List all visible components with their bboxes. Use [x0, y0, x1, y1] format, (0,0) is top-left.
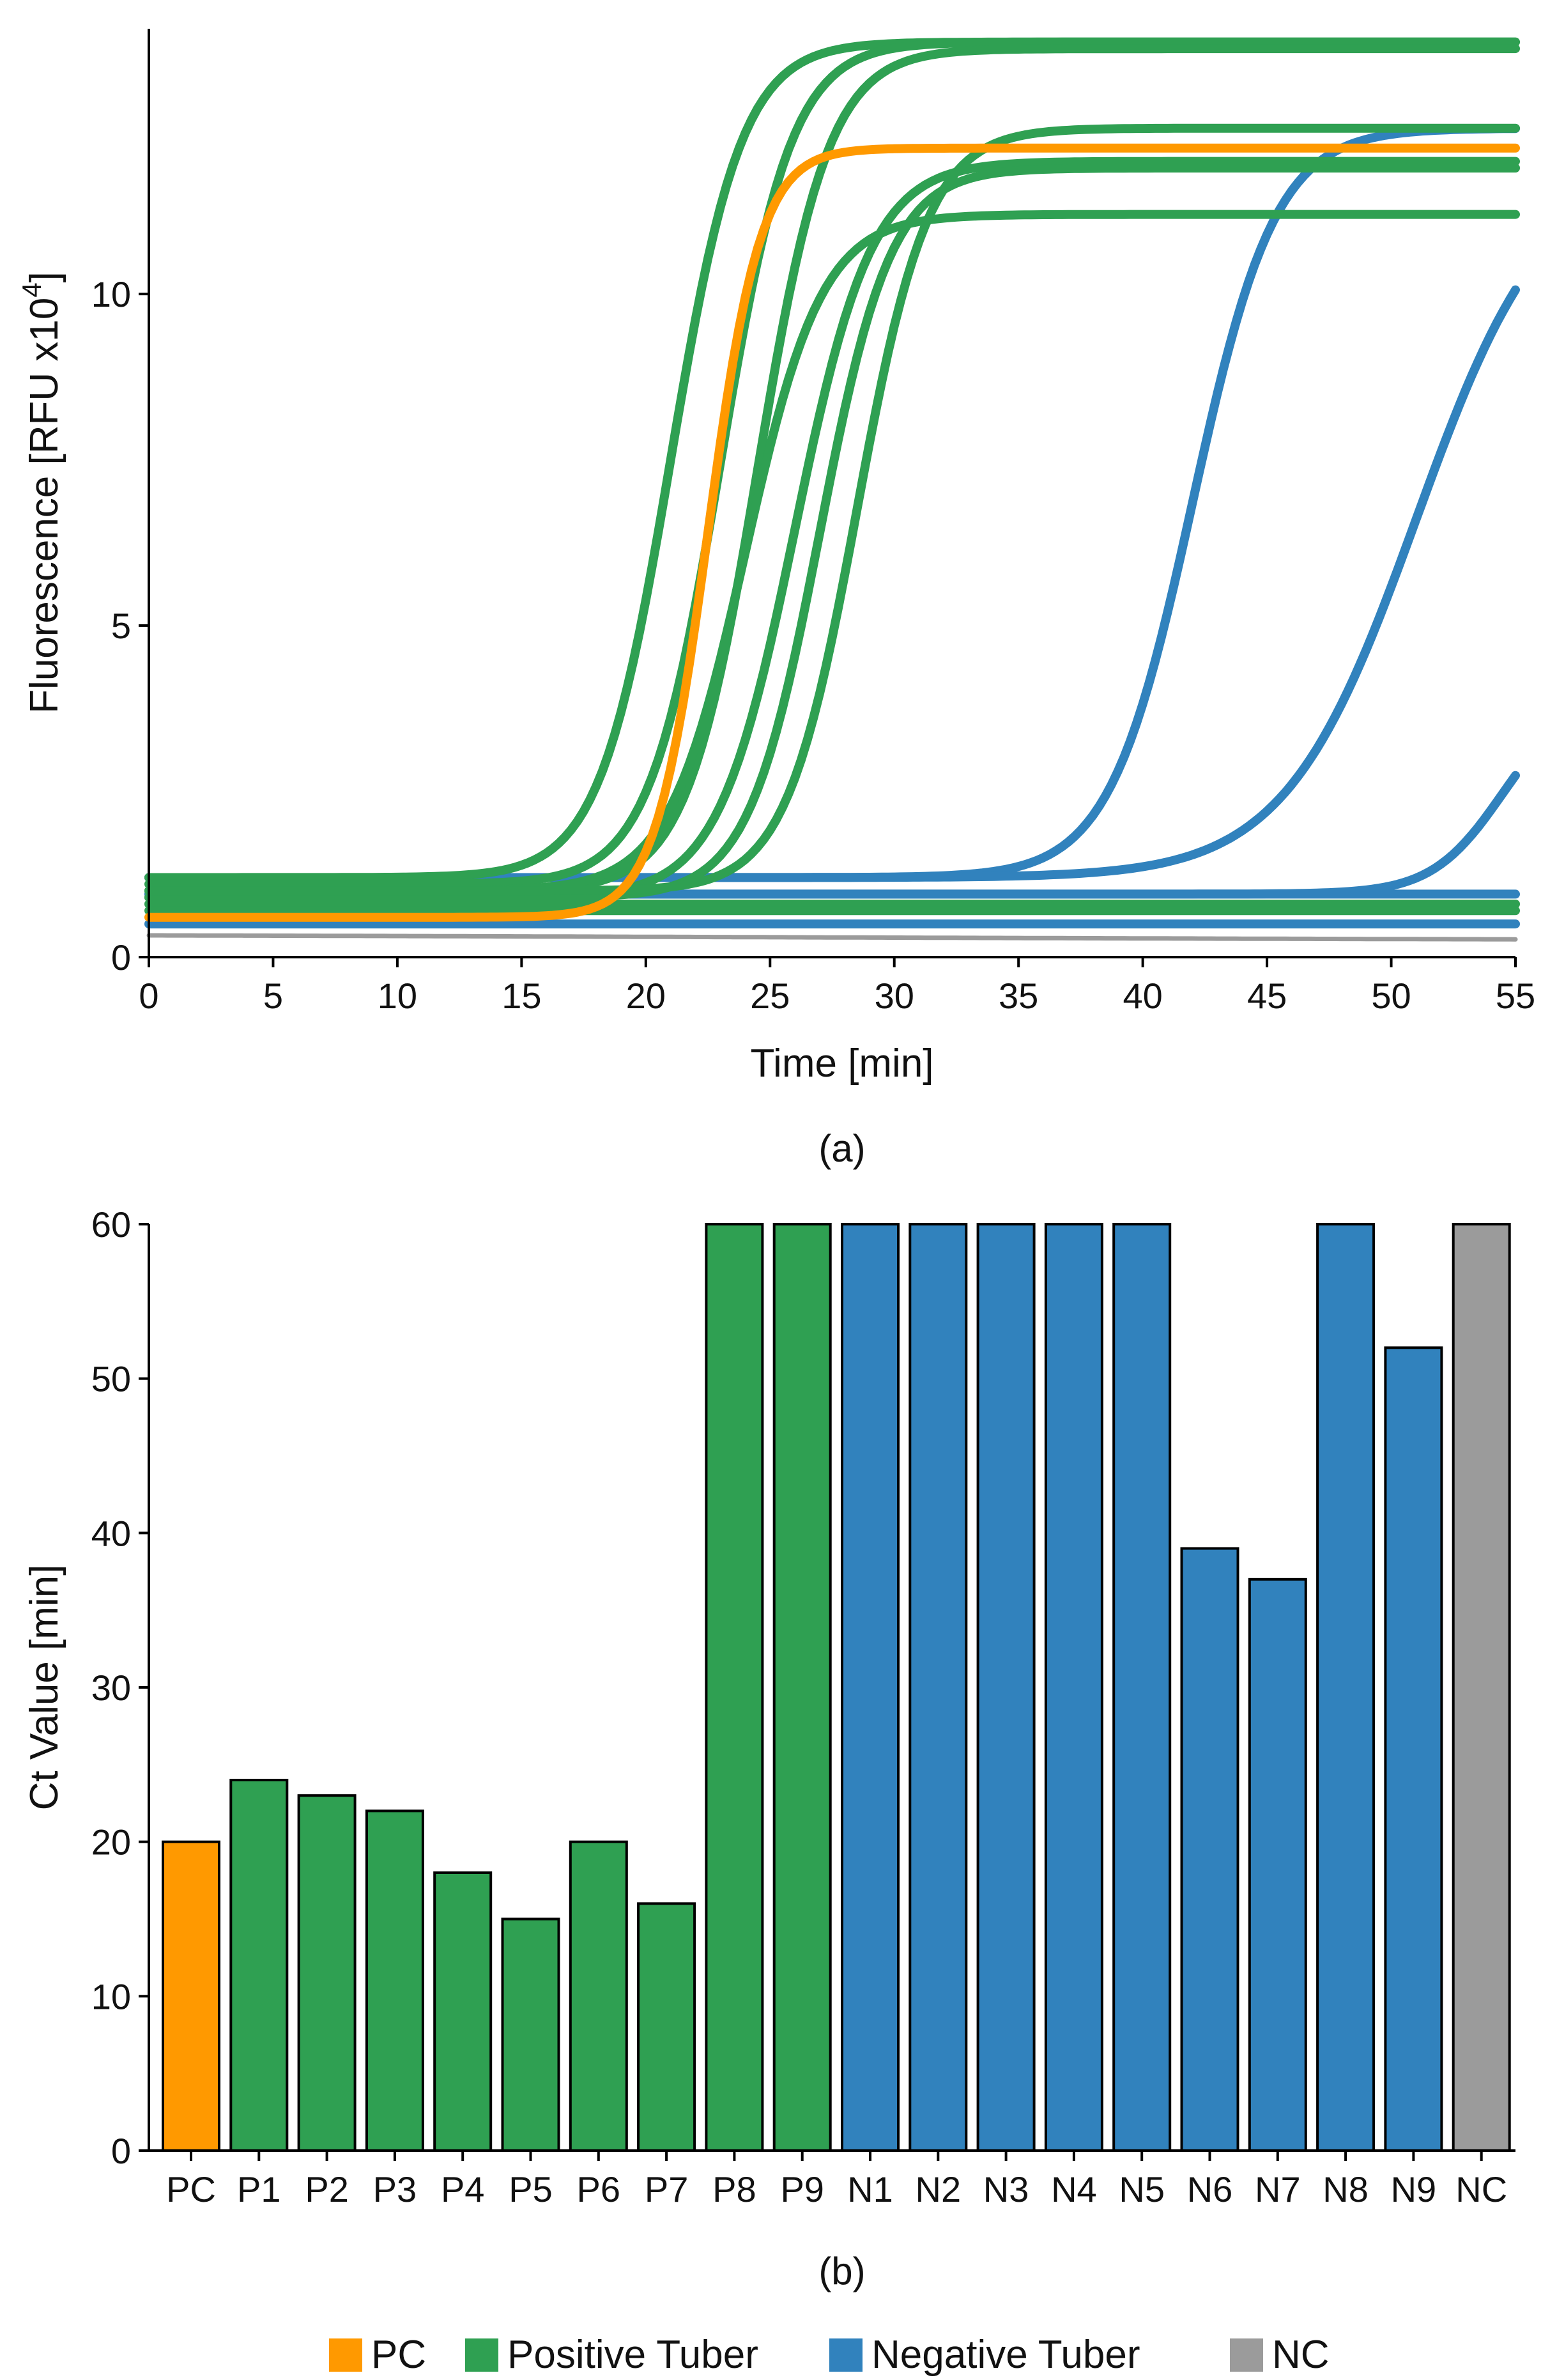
- x-tick-label-p9: P9: [780, 2169, 824, 2209]
- bar-p5: [501, 1917, 560, 2152]
- line-series-group: [144, 37, 1520, 942]
- x-tick-label-p5: P5: [509, 2169, 553, 2209]
- panel-label-b: (b): [818, 2250, 865, 2292]
- x-tick-label-p2: P2: [305, 2169, 349, 2209]
- line-chart-panel-a: 0 5 10 15 20 25 30 35 40 45 50 55 0 5 10 Time [min] F…: [17, 29, 1535, 1170]
- bar-nc: [1452, 1223, 1511, 2152]
- x-tick-label: 35: [999, 976, 1038, 1016]
- amplification-curve-nc-1: [146, 933, 1518, 942]
- x-tick-label: 30: [875, 976, 914, 1016]
- x-tick-label-p1: P1: [237, 2169, 281, 2209]
- legend-swatch-positive: [465, 2338, 498, 2372]
- bar-p6: [569, 1840, 628, 2153]
- x-tick-label: 55: [1496, 976, 1535, 1016]
- legend-label-negative: Negative Tuber: [871, 2333, 1140, 2377]
- x-tick-label: 40: [1123, 976, 1162, 1016]
- legend-label-positive: Positive Tuber: [507, 2333, 758, 2377]
- x-tick-label: 15: [502, 976, 541, 1016]
- x-axis-ticks: 0 5 10 15 20 25 30 35 40 45 50 55: [139, 957, 1535, 1016]
- amplification-curve-pc-16: [144, 143, 1520, 922]
- bar-n2: [909, 1223, 968, 2152]
- y-axis-label: Fluorescence [RFU x104]: [17, 272, 66, 714]
- legend-swatch-pc: [329, 2338, 362, 2372]
- x-tick-label-p7: P7: [645, 2169, 689, 2209]
- bar-pc: [162, 1840, 220, 2153]
- legend-label-pc: PC: [371, 2333, 426, 2377]
- bar-n4: [1044, 1223, 1103, 2152]
- x-tick-label-n5: N5: [1119, 2169, 1165, 2209]
- bar-n6: [1180, 1547, 1239, 2152]
- bar-p3: [365, 1809, 424, 2152]
- x-tick-label-pc: PC: [166, 2169, 216, 2209]
- y-tick-label: 10: [91, 274, 131, 314]
- bar-p8: [705, 1223, 764, 2152]
- panel-label-a: (a): [818, 1127, 865, 1170]
- amplification-curve-positive-8: [144, 37, 1520, 889]
- x-tick-label: 45: [1247, 976, 1287, 1016]
- x-tick-label: 5: [263, 976, 283, 1016]
- y-tick-label: 20: [91, 1822, 131, 1862]
- legend-label-nc: NC: [1272, 2333, 1330, 2377]
- y-axis-label-exponent: 4: [17, 282, 47, 297]
- bar-p4: [433, 1871, 493, 2152]
- y-axis-label: Ct Value [min]: [22, 1565, 66, 1811]
- x-tick-label-n4: N4: [1051, 2169, 1097, 2209]
- x-tick-label: 50: [1371, 976, 1411, 1016]
- x-tick-label-n3: N3: [983, 2169, 1029, 2209]
- bar-n5: [1112, 1223, 1172, 2152]
- x-axis-ticks: PC P1 P2 P3 P4 P5 P6 P7 P8 P9 N1 N2 N3 N4 N5 N6 N7 N8 N9 NC: [166, 2151, 1507, 2209]
- bar-p9: [772, 1223, 832, 2152]
- legend-swatch-negative: [829, 2338, 863, 2372]
- x-tick-label-n1: N1: [847, 2169, 893, 2209]
- bar-p1: [229, 1779, 289, 2152]
- y-axis-ticks: 0 5 10: [91, 274, 149, 978]
- y-tick-label: 10: [91, 1976, 131, 2016]
- x-axis-label: Time [min]: [750, 1041, 933, 1086]
- bar-p7: [637, 1902, 696, 2152]
- bar-n7: [1248, 1578, 1307, 2152]
- x-tick-label-n2: N2: [916, 2169, 962, 2209]
- x-tick-label: 20: [626, 976, 666, 1016]
- x-tick-label-n8: N8: [1323, 2169, 1369, 2209]
- x-tick-label: 10: [378, 976, 417, 1016]
- x-tick-label-n6: N6: [1187, 2169, 1233, 2209]
- x-tick-label: 0: [139, 976, 158, 1016]
- x-tick-label-n7: N7: [1255, 2169, 1301, 2209]
- x-tick-label-p3: P3: [373, 2169, 417, 2209]
- bar-n3: [976, 1223, 1036, 2152]
- amplification-curve-positive-12: [144, 164, 1520, 902]
- x-tick-label-p8: P8: [712, 2169, 756, 2209]
- bar-p2: [297, 1794, 357, 2153]
- y-tick-label: 40: [91, 1513, 131, 1553]
- y-axis-ticks: 0 10 20 30 40 50 60: [91, 1204, 149, 2171]
- bar-n8: [1316, 1223, 1376, 2152]
- y-tick-label: 30: [91, 1668, 131, 1708]
- bar-chart-panel-b: 0 10 20 30 40 50 60 PC P1 P2 P3 P4 P5 P6 P7 P8 P9 N1 N2 N3…: [22, 1204, 1515, 2292]
- y-tick-label: 0: [111, 2131, 131, 2171]
- y-axis-label-suffix: ]: [22, 272, 66, 282]
- bar-group: [162, 1223, 1511, 2153]
- y-tick-label: 5: [111, 606, 131, 646]
- amplification-curve-positive-10: [144, 210, 1520, 896]
- x-tick-label: 25: [750, 976, 790, 1016]
- bar-n9: [1384, 1346, 1443, 2152]
- x-tick-label-nc: NC: [1455, 2169, 1507, 2209]
- y-tick-label: 60: [91, 1204, 131, 1245]
- legend: PC Positive Tuber Negative Tuber NC: [329, 2333, 1330, 2377]
- x-tick-label-p4: P4: [441, 2169, 485, 2209]
- bar-n1: [841, 1223, 900, 2152]
- legend-swatch-nc: [1230, 2338, 1263, 2372]
- y-tick-label: 0: [111, 937, 131, 978]
- amplification-curve-positive-13: [144, 123, 1520, 896]
- y-axis-label-prefix: Fluorescence [RFU x10: [22, 298, 66, 714]
- y-tick-label: 50: [91, 1359, 131, 1399]
- x-tick-label-p6: P6: [577, 2169, 621, 2209]
- x-tick-label-n9: N9: [1391, 2169, 1437, 2209]
